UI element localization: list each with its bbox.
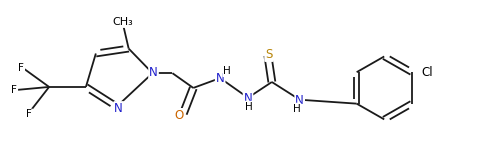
Text: F: F xyxy=(11,85,17,95)
Text: N: N xyxy=(244,92,252,105)
Text: N: N xyxy=(295,94,304,107)
Text: N: N xyxy=(149,66,158,79)
Text: H: H xyxy=(223,66,231,76)
Text: CH₃: CH₃ xyxy=(112,17,133,27)
Text: H: H xyxy=(245,102,253,112)
Text: F: F xyxy=(26,109,32,120)
Text: H: H xyxy=(293,104,301,114)
Text: N: N xyxy=(114,102,123,115)
Text: Cl: Cl xyxy=(422,66,433,79)
Text: O: O xyxy=(175,109,184,122)
Text: N: N xyxy=(216,72,224,85)
Text: F: F xyxy=(18,63,24,73)
Text: S: S xyxy=(265,48,273,61)
